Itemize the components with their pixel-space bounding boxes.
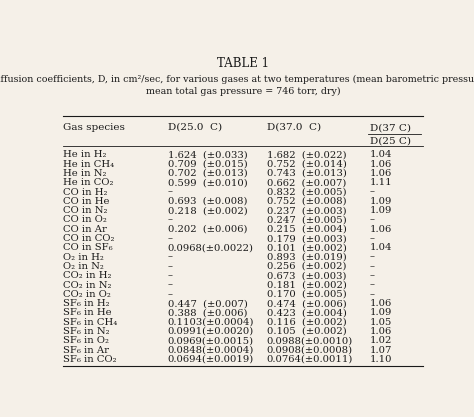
Text: O₂ in N₂: O₂ in N₂	[63, 262, 104, 271]
Text: Diffusion coefficients, D, in cm²/sec, for various gases at two temperatures (me: Diffusion coefficients, D, in cm²/sec, f…	[0, 75, 474, 96]
Text: 0.447  (±0.007): 0.447 (±0.007)	[168, 299, 247, 308]
Text: –: –	[370, 262, 374, 271]
Text: –: –	[168, 262, 173, 271]
Text: SF₆ in N₂: SF₆ in N₂	[63, 327, 109, 336]
Text: 1.06: 1.06	[370, 225, 392, 234]
Text: CO in Ar: CO in Ar	[63, 225, 107, 234]
Text: –: –	[168, 281, 173, 289]
Text: –: –	[370, 281, 374, 289]
Text: 0.0908(±0.0008): 0.0908(±0.0008)	[267, 346, 353, 354]
Text: 0.662  (±0.007): 0.662 (±0.007)	[267, 178, 346, 187]
Text: CO₂ in N₂: CO₂ in N₂	[63, 281, 111, 289]
Text: D(25.0  C): D(25.0 C)	[168, 123, 222, 132]
Text: CO₂ in O₂: CO₂ in O₂	[63, 290, 111, 299]
Text: 1.06: 1.06	[370, 160, 392, 168]
Text: –: –	[168, 253, 173, 261]
Text: –: –	[168, 188, 173, 196]
Text: 1.10: 1.10	[370, 355, 392, 364]
Text: –: –	[370, 188, 374, 196]
Text: 0.0969(±0.0015): 0.0969(±0.0015)	[168, 337, 254, 345]
Text: 0.215  (±0.004): 0.215 (±0.004)	[267, 225, 346, 234]
Text: CO in SF₆: CO in SF₆	[63, 244, 112, 252]
Text: SF₆ in Ar: SF₆ in Ar	[63, 346, 109, 354]
Text: 0.0991(±0.0020): 0.0991(±0.0020)	[168, 327, 254, 336]
Text: –: –	[168, 271, 173, 280]
Text: 0.0988(±0.0010): 0.0988(±0.0010)	[267, 337, 353, 345]
Text: 0.218  (±0.002): 0.218 (±0.002)	[168, 206, 247, 215]
Text: –: –	[370, 216, 374, 224]
Text: CO in He: CO in He	[63, 197, 109, 206]
Text: 0.179  (±0.003): 0.179 (±0.003)	[267, 234, 346, 243]
Text: 1.11: 1.11	[370, 178, 392, 187]
Text: 0.0968(±0.0022): 0.0968(±0.0022)	[168, 244, 254, 252]
Text: –: –	[370, 290, 374, 299]
Text: 0.474  (±0.006): 0.474 (±0.006)	[267, 299, 346, 308]
Text: 0.693  (±0.008): 0.693 (±0.008)	[168, 197, 247, 206]
Text: –: –	[370, 271, 374, 280]
Text: 0.256  (±0.002): 0.256 (±0.002)	[267, 262, 346, 271]
Text: 0.673  (±0.003): 0.673 (±0.003)	[267, 271, 346, 280]
Text: 1.05: 1.05	[370, 318, 392, 327]
Text: 0.181  (±0.002): 0.181 (±0.002)	[267, 281, 346, 289]
Text: 1.09: 1.09	[370, 309, 392, 317]
Text: SF₆ in O₂: SF₆ in O₂	[63, 337, 109, 345]
Text: CO in N₂: CO in N₂	[63, 206, 108, 215]
Text: 0.1103(±0.0004): 0.1103(±0.0004)	[168, 318, 254, 327]
Text: 0.237  (±0.003): 0.237 (±0.003)	[267, 206, 346, 215]
Text: CO₂ in H₂: CO₂ in H₂	[63, 271, 111, 280]
Text: SF₆ in He: SF₆ in He	[63, 309, 111, 317]
Text: 1.682  (±0.022): 1.682 (±0.022)	[267, 151, 346, 159]
Text: 0.0848(±0.0004): 0.0848(±0.0004)	[168, 346, 254, 354]
Text: D(37 C): D(37 C)	[370, 124, 410, 133]
Text: He in H₂: He in H₂	[63, 151, 107, 159]
Text: He in CH₄: He in CH₄	[63, 160, 114, 168]
Text: SF₆ in H₂: SF₆ in H₂	[63, 299, 109, 308]
Text: 1.06: 1.06	[370, 169, 392, 178]
Text: 1.09: 1.09	[370, 206, 392, 215]
Text: 0.170  (±0.005): 0.170 (±0.005)	[267, 290, 346, 299]
Text: –: –	[168, 216, 173, 224]
Text: 1.07: 1.07	[370, 346, 392, 354]
Text: 1.02: 1.02	[370, 337, 392, 345]
Text: 0.702  (±0.013): 0.702 (±0.013)	[168, 169, 247, 178]
Text: 0.116  (±0.002): 0.116 (±0.002)	[267, 318, 346, 327]
Text: 1.04: 1.04	[370, 244, 392, 252]
Text: –: –	[370, 234, 374, 243]
Text: 0.388  (±0.006): 0.388 (±0.006)	[168, 309, 247, 317]
Text: CO in CO₂: CO in CO₂	[63, 234, 114, 243]
Text: 0.423  (±0.004): 0.423 (±0.004)	[267, 309, 346, 317]
Text: CO in H₂: CO in H₂	[63, 188, 108, 196]
Text: 0.202  (±0.006): 0.202 (±0.006)	[168, 225, 247, 234]
Text: 0.893  (±0.019): 0.893 (±0.019)	[267, 253, 346, 261]
Text: SF₆ in CO₂: SF₆ in CO₂	[63, 355, 117, 364]
Text: 0.832  (±0.005): 0.832 (±0.005)	[267, 188, 346, 196]
Text: 0.599  (±0.010): 0.599 (±0.010)	[168, 178, 247, 187]
Text: –: –	[168, 234, 173, 243]
Text: 0.752  (±0.008): 0.752 (±0.008)	[267, 197, 346, 206]
Text: 1.06: 1.06	[370, 299, 392, 308]
Text: 1.624  (±0.033): 1.624 (±0.033)	[168, 151, 247, 159]
Text: 0.743  (±0.013): 0.743 (±0.013)	[267, 169, 346, 178]
Text: –: –	[370, 253, 374, 261]
Text: 0.752  (±0.014): 0.752 (±0.014)	[267, 160, 346, 168]
Text: 0.0694(±0.0019): 0.0694(±0.0019)	[168, 355, 254, 364]
Text: 1.04: 1.04	[370, 151, 392, 159]
Text: 1.09: 1.09	[370, 197, 392, 206]
Text: O₂ in H₂: O₂ in H₂	[63, 253, 104, 261]
Text: D(25 C): D(25 C)	[370, 136, 410, 145]
Text: D(37.0  C): D(37.0 C)	[267, 123, 321, 132]
Text: He in CO₂: He in CO₂	[63, 178, 113, 187]
Text: 0.105  (±0.002): 0.105 (±0.002)	[267, 327, 346, 336]
Text: Gas species: Gas species	[63, 123, 125, 132]
Text: SF₆ in CH₄: SF₆ in CH₄	[63, 318, 117, 327]
Text: 0.247  (±0.005): 0.247 (±0.005)	[267, 216, 346, 224]
Text: 0.709  (±0.015): 0.709 (±0.015)	[168, 160, 247, 168]
Text: 0.0764(±0.0011): 0.0764(±0.0011)	[267, 355, 353, 364]
Text: –: –	[168, 290, 173, 299]
Text: 1.06: 1.06	[370, 327, 392, 336]
Text: CO in O₂: CO in O₂	[63, 216, 107, 224]
Text: TABLE 1: TABLE 1	[217, 57, 269, 70]
Text: 0.101  (±0.002): 0.101 (±0.002)	[267, 244, 346, 252]
Text: He in N₂: He in N₂	[63, 169, 107, 178]
